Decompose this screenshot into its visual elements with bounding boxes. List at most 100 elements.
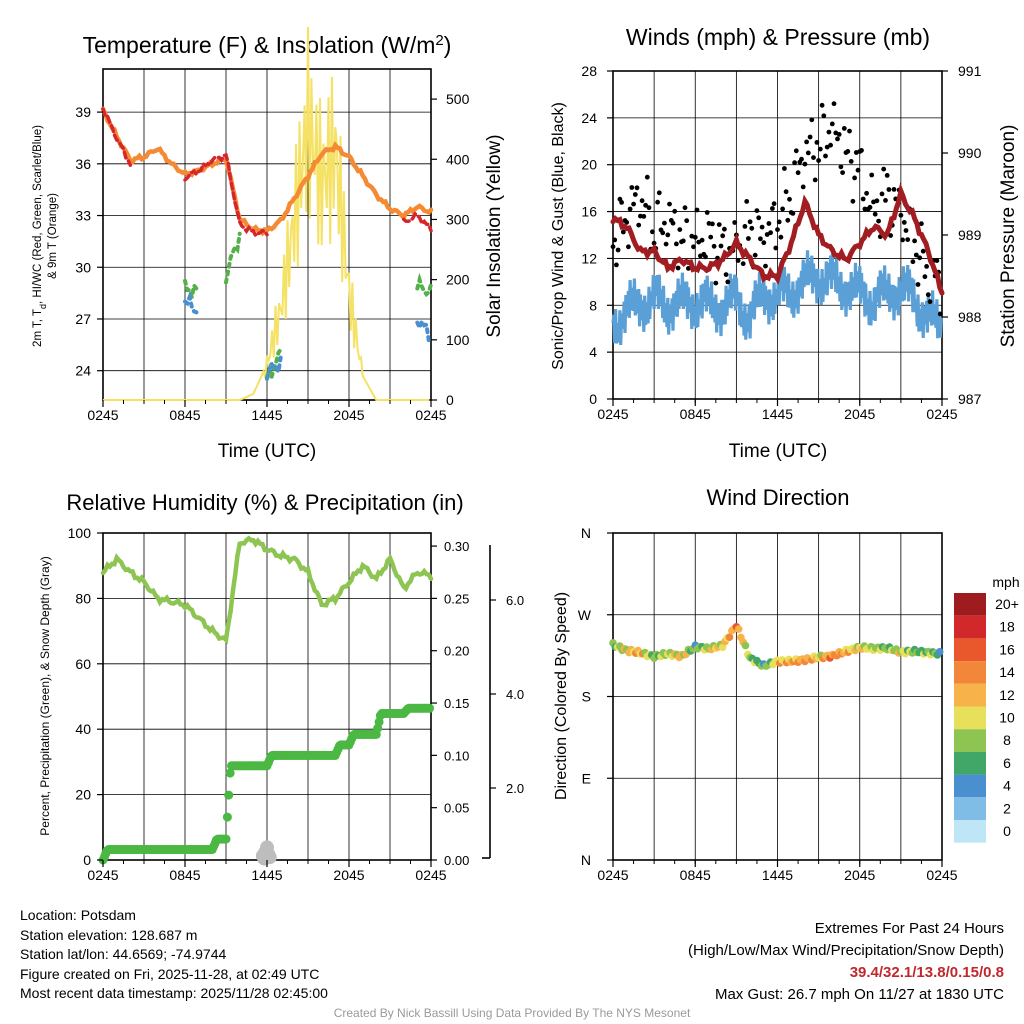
gust-point xyxy=(828,142,833,148)
gust-point xyxy=(819,102,825,108)
legend-swatch xyxy=(954,820,986,843)
series-precipitation xyxy=(98,703,435,865)
temp-y-tick-label: 24 xyxy=(75,363,91,379)
temp-y-tick-label: 33 xyxy=(75,208,91,224)
direction-x-tick-label: 2045 xyxy=(844,867,875,883)
gust-point xyxy=(886,187,892,192)
gust-point xyxy=(713,280,719,286)
gust-point xyxy=(766,221,772,226)
most-recent-data: Most recent data timestamp: 2025/11/28 0… xyxy=(20,985,328,1001)
series-insolation xyxy=(103,26,430,401)
gust-point xyxy=(634,185,640,191)
gust-point xyxy=(780,206,785,212)
legend-label: 10 xyxy=(999,710,1015,726)
legend-swatch xyxy=(954,661,986,684)
series-2m-temperature xyxy=(183,153,269,239)
gust-point xyxy=(626,244,631,250)
gust-point xyxy=(867,204,873,210)
gust-point xyxy=(682,205,688,211)
gust-point xyxy=(655,199,660,205)
temp-x-tick-label: 1445 xyxy=(251,407,282,423)
gust-point xyxy=(656,190,662,196)
gust-point xyxy=(937,311,943,317)
gust-point xyxy=(864,190,869,196)
gust-point xyxy=(612,237,618,243)
direction-grid xyxy=(612,533,943,860)
temp-x-tick-label: 2045 xyxy=(333,407,364,423)
legend-label: 14 xyxy=(999,664,1015,680)
series-direction xyxy=(609,623,944,670)
speed-legend: mph 20+ 18 16 14 12 10 8 6 4 2 0 xyxy=(954,574,1020,843)
direction-point xyxy=(734,625,743,633)
gust-point xyxy=(703,254,708,260)
gust-point xyxy=(876,218,881,224)
series-dewpoint xyxy=(415,272,433,298)
gust-point xyxy=(756,215,762,221)
gust-point xyxy=(672,208,678,214)
temp-x-tick-label: 0245 xyxy=(415,407,446,423)
gust-point xyxy=(847,128,852,134)
x-axis-label: Time (UTC) xyxy=(729,441,828,462)
gust-point xyxy=(615,247,621,253)
gust-point xyxy=(735,258,741,263)
winds-y-tick-label: 20 xyxy=(581,157,597,173)
direction-y-tick-label: N xyxy=(581,525,591,541)
rh-y-tick-label: 80 xyxy=(75,590,91,606)
gust-point xyxy=(860,196,866,202)
series-relative-humidity xyxy=(100,535,434,645)
gust-point xyxy=(620,229,626,235)
gust-point xyxy=(927,299,933,305)
extremes-title: Extremes For Past 24 Hours xyxy=(814,920,1004,937)
gust-point xyxy=(835,136,840,142)
series-wind-chill xyxy=(265,355,283,381)
series-wind-chill xyxy=(415,316,433,345)
gust-point xyxy=(787,196,792,202)
gust-point xyxy=(805,150,811,156)
gust-point xyxy=(725,279,731,285)
figure-created: Figure created on Fri, 2025-11-28, at 02… xyxy=(20,965,320,982)
extremes-values: 39.4/32.1/13.8/0.15/0.8 xyxy=(849,964,1004,981)
gust-point xyxy=(747,219,753,225)
gust-point xyxy=(831,101,837,107)
winds-x-tick-label: 1445 xyxy=(762,406,793,422)
gust-point xyxy=(718,243,724,249)
direction-y-tick-label: N xyxy=(581,852,591,868)
gust-point xyxy=(790,211,796,216)
series-2m-temperature xyxy=(401,211,433,233)
series-pressure xyxy=(610,182,945,296)
pressure-y-tick-label: 990 xyxy=(958,145,982,161)
humidity-chart: Relative Humidity (%) & Precipitation (i… xyxy=(38,490,524,883)
gust-point xyxy=(934,258,940,263)
winds-x-tick-label: 0245 xyxy=(926,406,957,422)
credit-line: Created By Nick Bassill Using Data Provi… xyxy=(333,1006,691,1020)
insolation-y-tick-label: 100 xyxy=(446,332,470,348)
pressure-y-tick-label: 989 xyxy=(958,227,982,243)
gust-point xyxy=(841,125,847,131)
rh-y-tick-label: 0 xyxy=(83,852,91,868)
chart-title: Temperature (F) & Insolation (W/m2) xyxy=(83,32,452,59)
gust-point xyxy=(663,241,669,247)
gust-point xyxy=(716,222,722,228)
direction-x-tick-label: 0845 xyxy=(680,867,711,883)
gust-point xyxy=(778,234,784,240)
winds-y-tick-label: 0 xyxy=(589,391,597,407)
y-axis-label: Sonic/Prop Wind & Gust (Blue, Black) xyxy=(550,102,567,370)
gust-point xyxy=(852,175,857,181)
station-info: Location: Potsdam Station elevation: 128… xyxy=(20,906,328,1004)
gust-point xyxy=(898,212,904,218)
gust-point xyxy=(742,224,748,229)
insolation-y-tick-label: 200 xyxy=(446,272,470,288)
pressure-y-tick-label: 991 xyxy=(958,63,982,79)
gust-point xyxy=(752,252,758,258)
gust-point xyxy=(799,156,804,162)
legend-swatch xyxy=(954,797,986,820)
gust-point xyxy=(770,206,775,211)
gust-point xyxy=(677,227,683,233)
station-location: Location: Potsdam xyxy=(20,907,136,923)
humidity-x-tick-label: 1445 xyxy=(251,867,282,883)
gust-point xyxy=(901,220,907,225)
winds-x-tick-label: 0245 xyxy=(597,406,628,422)
gust-point xyxy=(694,207,700,213)
legend-swatch xyxy=(954,638,986,662)
gust-point xyxy=(829,121,835,127)
